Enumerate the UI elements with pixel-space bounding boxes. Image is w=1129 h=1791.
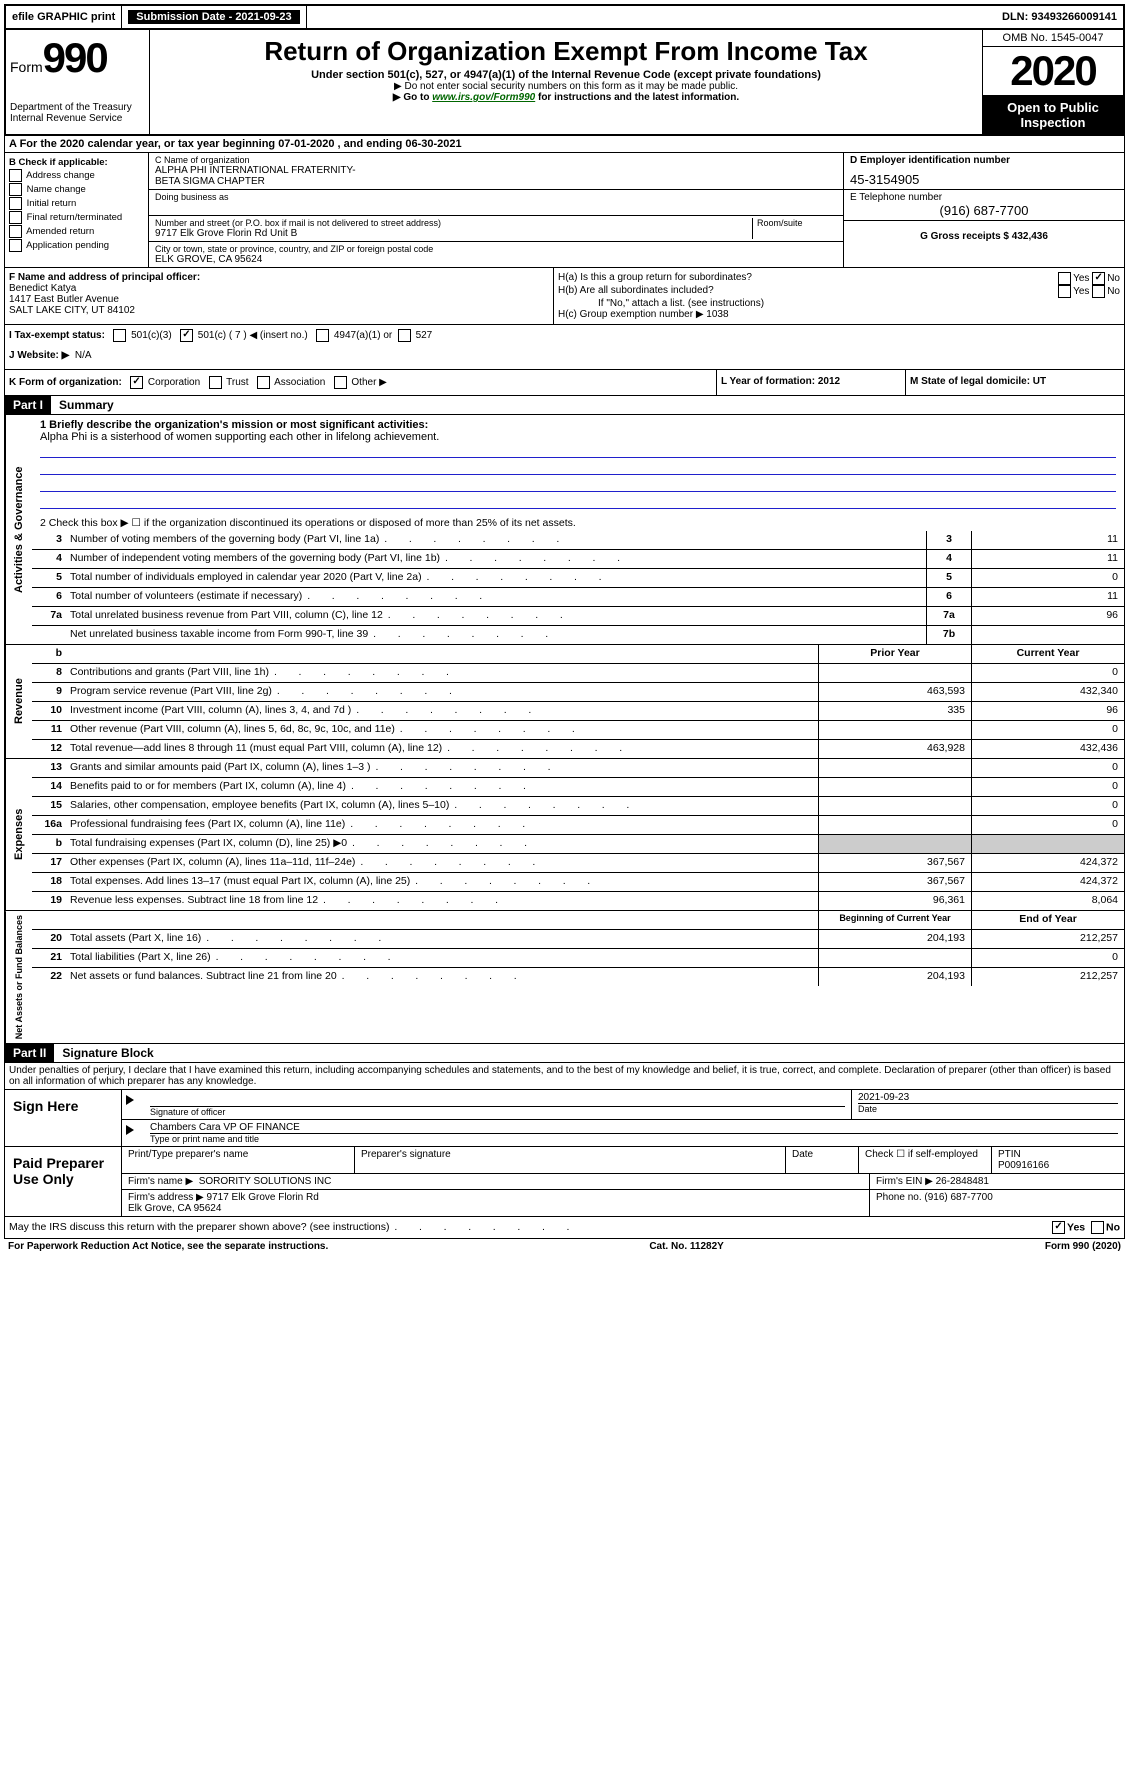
signature-block: Sign Here Signature of officer 2021-09-2… [4, 1090, 1125, 1217]
part2-header: Part II Signature Block [4, 1044, 1125, 1063]
summary-line: 6Total number of volunteers (estimate if… [32, 588, 1124, 607]
summary-line: 16aProfessional fundraising fees (Part I… [32, 816, 1124, 835]
summary-line: 18Total expenses. Add lines 13–17 (must … [32, 873, 1124, 892]
col-d-contact: D Employer identification number 45-3154… [844, 153, 1124, 267]
dln: DLN: 93493266009141 [996, 6, 1123, 28]
section-a: A For the 2020 calendar year, or tax yea… [4, 136, 1125, 153]
summary-line: 4Number of independent voting members of… [32, 550, 1124, 569]
header-right: OMB No. 1545-0047 2020 Open to Public In… [982, 30, 1123, 134]
expenses-section: Expenses 13Grants and similar amounts pa… [4, 759, 1125, 911]
part1-header: Part I Summary [4, 396, 1125, 415]
footer: For Paperwork Reduction Act Notice, see … [4, 1239, 1125, 1254]
summary-line: 7aTotal unrelated business revenue from … [32, 607, 1124, 626]
arrow-icon [126, 1095, 134, 1105]
summary-line: 20Total assets (Part X, line 16)204,1932… [32, 930, 1124, 949]
irs-link[interactable]: www.irs.gov/Form990 [432, 92, 535, 103]
ein: 45-3154905 [850, 172, 1118, 187]
main-info-block: B Check if applicable: Address change Na… [4, 153, 1125, 268]
activities-governance: Activities & Governance 1 Briefly descri… [4, 415, 1125, 645]
summary-line: 13Grants and similar amounts paid (Part … [32, 759, 1124, 778]
row-k-form-org: K Form of organization: Corporation Trus… [4, 370, 1125, 396]
row-f-h: F Name and address of principal officer:… [4, 268, 1125, 325]
summary-line: 11Other revenue (Part VIII, column (A), … [32, 721, 1124, 740]
top-bar: efile GRAPHIC print Submission Date - 20… [4, 4, 1125, 30]
summary-line: bTotal fundraising expenses (Part IX, co… [32, 835, 1124, 854]
header-center: Return of Organization Exempt From Incom… [150, 30, 982, 134]
row-i-tax-status: I Tax-exempt status: 501(c)(3) 501(c) ( … [4, 325, 1125, 346]
org-name: ALPHA PHI INTERNATIONAL FRATERNITY- BETA… [155, 165, 837, 187]
net-assets-section: Net Assets or Fund Balances Beginning of… [4, 911, 1125, 1044]
summary-line: 22Net assets or fund balances. Subtract … [32, 968, 1124, 986]
header-left: Form990 Department of the Treasury Inter… [6, 30, 150, 134]
summary-line: 9Program service revenue (Part VIII, lin… [32, 683, 1124, 702]
summary-line: 10Investment income (Part VIII, column (… [32, 702, 1124, 721]
summary-line: Net unrelated business taxable income fr… [32, 626, 1124, 644]
summary-line: 17Other expenses (Part IX, column (A), l… [32, 854, 1124, 873]
summary-line: 19Revenue less expenses. Subtract line 1… [32, 892, 1124, 910]
summary-line: 12Total revenue—add lines 8 through 11 (… [32, 740, 1124, 758]
summary-line: 14Benefits paid to or for members (Part … [32, 778, 1124, 797]
col-b-checkboxes: B Check if applicable: Address change Na… [5, 153, 149, 267]
summary-line: 21Total liabilities (Part X, line 26)0 [32, 949, 1124, 968]
form-header: Form990 Department of the Treasury Inter… [4, 30, 1125, 136]
summary-line: 3Number of voting members of the governi… [32, 531, 1124, 550]
arrow-icon [126, 1125, 134, 1135]
submission-date: Submission Date - 2021-09-23 [122, 6, 306, 28]
discuss-row: May the IRS discuss this return with the… [4, 1217, 1125, 1239]
summary-line: 8Contributions and grants (Part VIII, li… [32, 664, 1124, 683]
efile-label: efile GRAPHIC print [6, 6, 122, 28]
perjury-text: Under penalties of perjury, I declare th… [4, 1063, 1125, 1090]
summary-line: 5Total number of individuals employed in… [32, 569, 1124, 588]
form-title: Return of Organization Exempt From Incom… [154, 36, 978, 67]
revenue-section: Revenue b Prior Year Current Year 8Contr… [4, 645, 1125, 759]
row-j-website: J Website: ▶ N/A [4, 346, 1125, 370]
col-c-org: C Name of organization ALPHA PHI INTERNA… [149, 153, 844, 267]
summary-line: 15Salaries, other compensation, employee… [32, 797, 1124, 816]
